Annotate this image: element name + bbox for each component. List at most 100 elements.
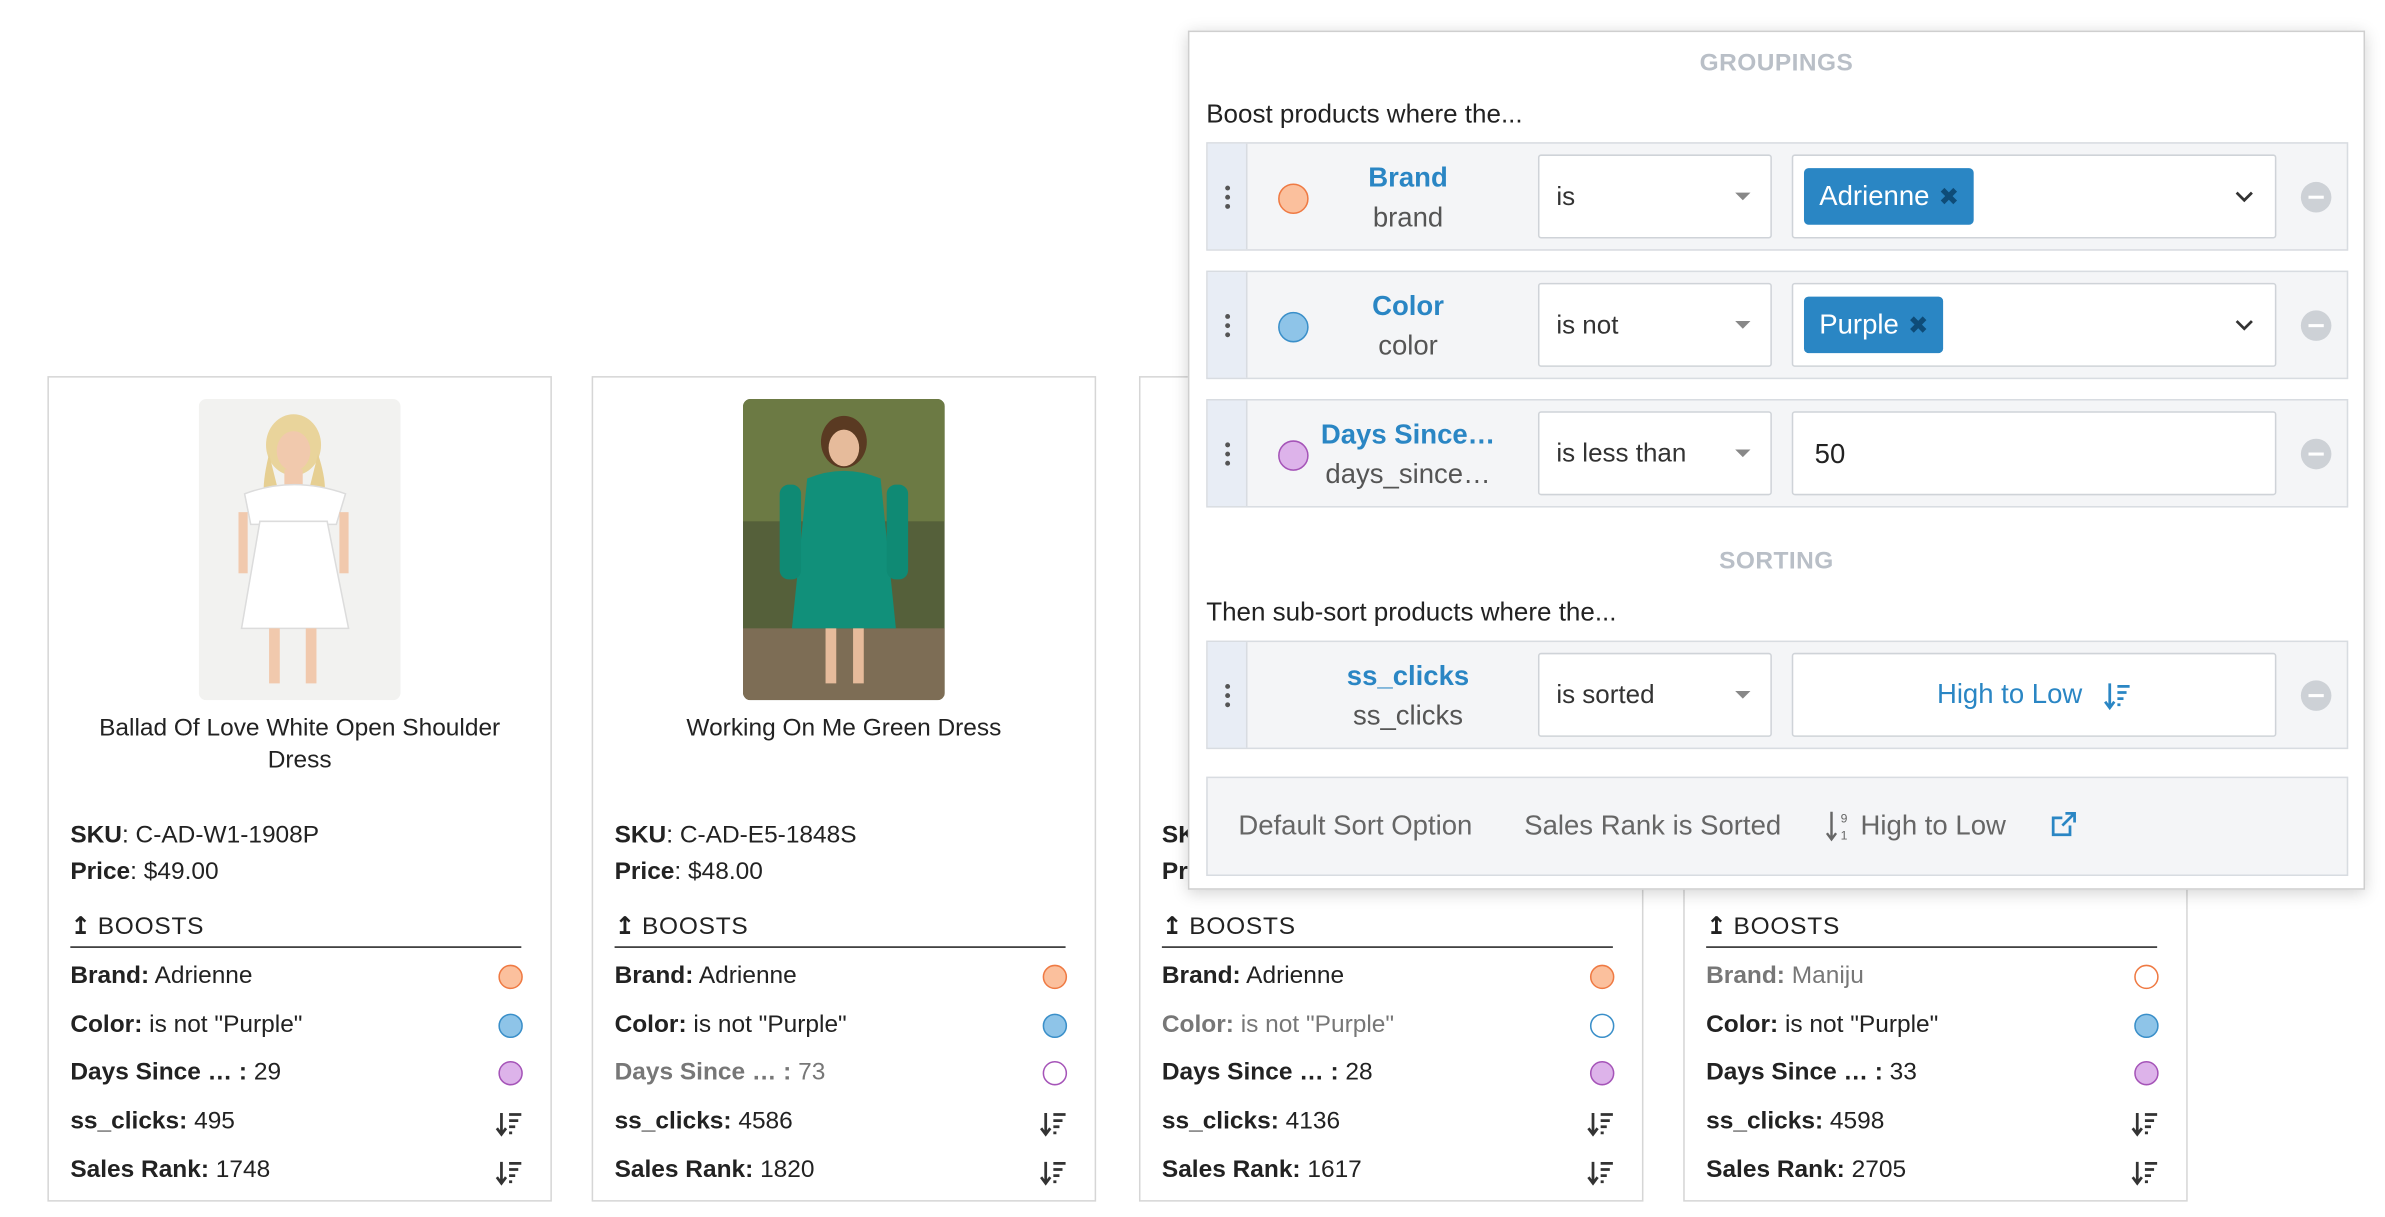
operator-select[interactable]: is sorted bbox=[1537, 652, 1772, 737]
brand-indicator-icon bbox=[2134, 964, 2159, 1000]
row-label: Days Since … : bbox=[1706, 1059, 1883, 1086]
boost-row-clicks: ss_clicks: 4598 bbox=[1706, 1105, 2158, 1139]
value-chip[interactable]: Adrienne ✖ bbox=[1803, 168, 1975, 225]
value-input[interactable]: 50 bbox=[1791, 411, 2277, 496]
boost-arrow-icon: ↥ bbox=[614, 914, 636, 941]
remove-chip-icon[interactable]: ✖ bbox=[1938, 184, 1960, 211]
external-link-icon[interactable] bbox=[2049, 809, 2080, 840]
sku: SKU: C-AD-W1-1908P bbox=[70, 822, 319, 850]
boosts-heading: ↥ BOOSTS bbox=[614, 911, 1066, 948]
remove-chip-icon[interactable]: ✖ bbox=[1907, 313, 1929, 340]
operator-select[interactable]: is less than bbox=[1537, 411, 1772, 496]
row-label: Color: bbox=[1161, 1012, 1234, 1039]
field-name: Color bbox=[1372, 290, 1444, 322]
drag-handle-icon[interactable] bbox=[1207, 642, 1248, 748]
value-text: 50 bbox=[1814, 438, 1846, 470]
boost-row-color: Color: is not "Purple" bbox=[70, 1009, 523, 1043]
boost-row-color: Color: is not "Purple" bbox=[1706, 1009, 2159, 1043]
row-value: 4136 bbox=[1278, 1108, 1341, 1135]
operator-value: is sorted bbox=[1556, 680, 1655, 710]
sort-desc-icon bbox=[495, 1110, 523, 1138]
row-value: 29 bbox=[247, 1059, 282, 1086]
row-label: Color: bbox=[1706, 1012, 1779, 1039]
boost-row-days: Days Since … : 73 bbox=[615, 1056, 1068, 1090]
rule-color: Color color is not Purple ✖ bbox=[1206, 270, 2349, 380]
default-sort-footer: Default Sort Option Sales Rank is Sorted… bbox=[1206, 776, 2349, 877]
row-label: Brand: bbox=[70, 963, 150, 990]
boost-row-color: Color: is not "Purple" bbox=[1161, 1009, 1615, 1043]
product-card[interactable]: Working On Me Green Dress SKU: C-AD-E5-1… bbox=[591, 376, 1097, 1202]
row-label: Days Since … : bbox=[70, 1059, 248, 1086]
sort-desc-icon bbox=[495, 1159, 523, 1187]
groupings-heading: GROUPINGS bbox=[1699, 50, 1854, 77]
row-value: 495 bbox=[187, 1108, 235, 1135]
boosts-heading: ↥ BOOSTS bbox=[70, 911, 522, 948]
boost-row-sales-rank: Sales Rank: 1617 bbox=[1161, 1154, 1613, 1188]
value-multiselect[interactable]: Purple ✖ bbox=[1791, 282, 2277, 367]
boost-row-brand: Brand: Maniju bbox=[1706, 960, 2159, 994]
row-label: ss_clicks: bbox=[70, 1108, 188, 1135]
value-chip[interactable]: Purple ✖ bbox=[1803, 296, 1944, 354]
product-image[interactable] bbox=[198, 399, 401, 701]
rule-sort-clicks: ss_clicks ss_clicks is sorted High to Lo… bbox=[1206, 640, 2349, 750]
row-label: Sales Rank: bbox=[1161, 1157, 1301, 1184]
operator-select[interactable]: is bbox=[1537, 154, 1772, 239]
row-value: is not "Purple" bbox=[1233, 1012, 1395, 1039]
sort-desc-icon bbox=[1040, 1159, 1068, 1187]
default-sort-direction: High to Low bbox=[1860, 810, 2006, 841]
svg-text:9: 9 bbox=[1841, 811, 1848, 825]
remove-rule-icon[interactable] bbox=[2300, 310, 2332, 341]
sku-value: : C-AD-E5-1848S bbox=[666, 822, 857, 849]
price-label: Pr bbox=[1161, 859, 1188, 886]
price-label: Price bbox=[614, 859, 675, 886]
drag-handle-icon[interactable] bbox=[1207, 272, 1248, 378]
sku-label: SKU bbox=[70, 822, 122, 849]
caret-down-icon bbox=[1735, 691, 1751, 699]
drag-handle-icon[interactable] bbox=[1207, 400, 1248, 507]
row-value: Maniju bbox=[1784, 963, 1864, 990]
product-title[interactable]: Ballad Of Love White Open Shoulder Dress bbox=[99, 715, 501, 774]
boost-row-sales-rank: Sales Rank: 1820 bbox=[615, 1154, 1066, 1188]
price: Price: $49.00 bbox=[70, 859, 218, 887]
row-label: Days Since … : bbox=[1161, 1059, 1339, 1086]
boost-arrow-icon: ↥ bbox=[70, 914, 92, 941]
sort-direction-button[interactable]: High to Low bbox=[1791, 652, 2277, 737]
boost-arrow-icon: ↥ bbox=[1706, 914, 1728, 941]
chevron-down-icon[interactable] bbox=[2232, 312, 2256, 336]
boost-row-brand: Brand: Adrienne bbox=[615, 960, 1068, 994]
row-label: Color: bbox=[70, 1012, 143, 1039]
remove-rule-icon[interactable] bbox=[2300, 438, 2332, 470]
boost-row-days: Days Since … : 33 bbox=[1706, 1056, 2159, 1090]
row-value: 28 bbox=[1338, 1059, 1373, 1086]
groupings-lead: Boost products where the... bbox=[1206, 99, 1523, 129]
drag-handle-icon[interactable] bbox=[1207, 143, 1248, 250]
caret-down-icon bbox=[1735, 192, 1751, 201]
remove-rule-icon[interactable] bbox=[2300, 181, 2332, 213]
chevron-down-icon[interactable] bbox=[2232, 183, 2256, 207]
row-value: Adrienne bbox=[1240, 963, 1345, 990]
value-multiselect[interactable]: Adrienne ✖ bbox=[1791, 154, 2277, 239]
caret-down-icon bbox=[1735, 449, 1751, 458]
sort-desc-icon bbox=[1040, 1110, 1068, 1138]
price-value: : $48.00 bbox=[674, 859, 763, 886]
boosts-label: BOOSTS bbox=[641, 914, 749, 941]
sku-value: : C-AD-W1-1908P bbox=[121, 822, 320, 849]
price: Price: $48.00 bbox=[615, 859, 763, 887]
product-card[interactable]: Ballad Of Love White Open Shoulder Dress… bbox=[47, 376, 552, 1202]
sort-desc-icon bbox=[2131, 1110, 2159, 1138]
default-sort-label: Default Sort Option bbox=[1238, 810, 1473, 841]
row-value: Adrienne bbox=[149, 963, 253, 990]
product-title[interactable]: Working On Me Green Dress bbox=[686, 715, 1002, 742]
boost-row-brand: Brand: Adrienne bbox=[1162, 960, 1615, 994]
rule-days-since: Days Since… days_since… is less than 50 bbox=[1206, 399, 2349, 508]
row-value: Adrienne bbox=[693, 963, 797, 990]
svg-text:1: 1 bbox=[1841, 828, 1848, 842]
remove-rule-icon[interactable] bbox=[2300, 680, 2332, 711]
brand-indicator-icon bbox=[1042, 964, 1068, 1000]
brand-indicator-icon bbox=[1589, 964, 1615, 1000]
operator-select[interactable]: is not bbox=[1537, 282, 1772, 367]
row-label: Sales Rank: bbox=[70, 1157, 210, 1184]
product-image[interactable] bbox=[742, 399, 945, 701]
field-name: Days Since… bbox=[1320, 418, 1496, 450]
